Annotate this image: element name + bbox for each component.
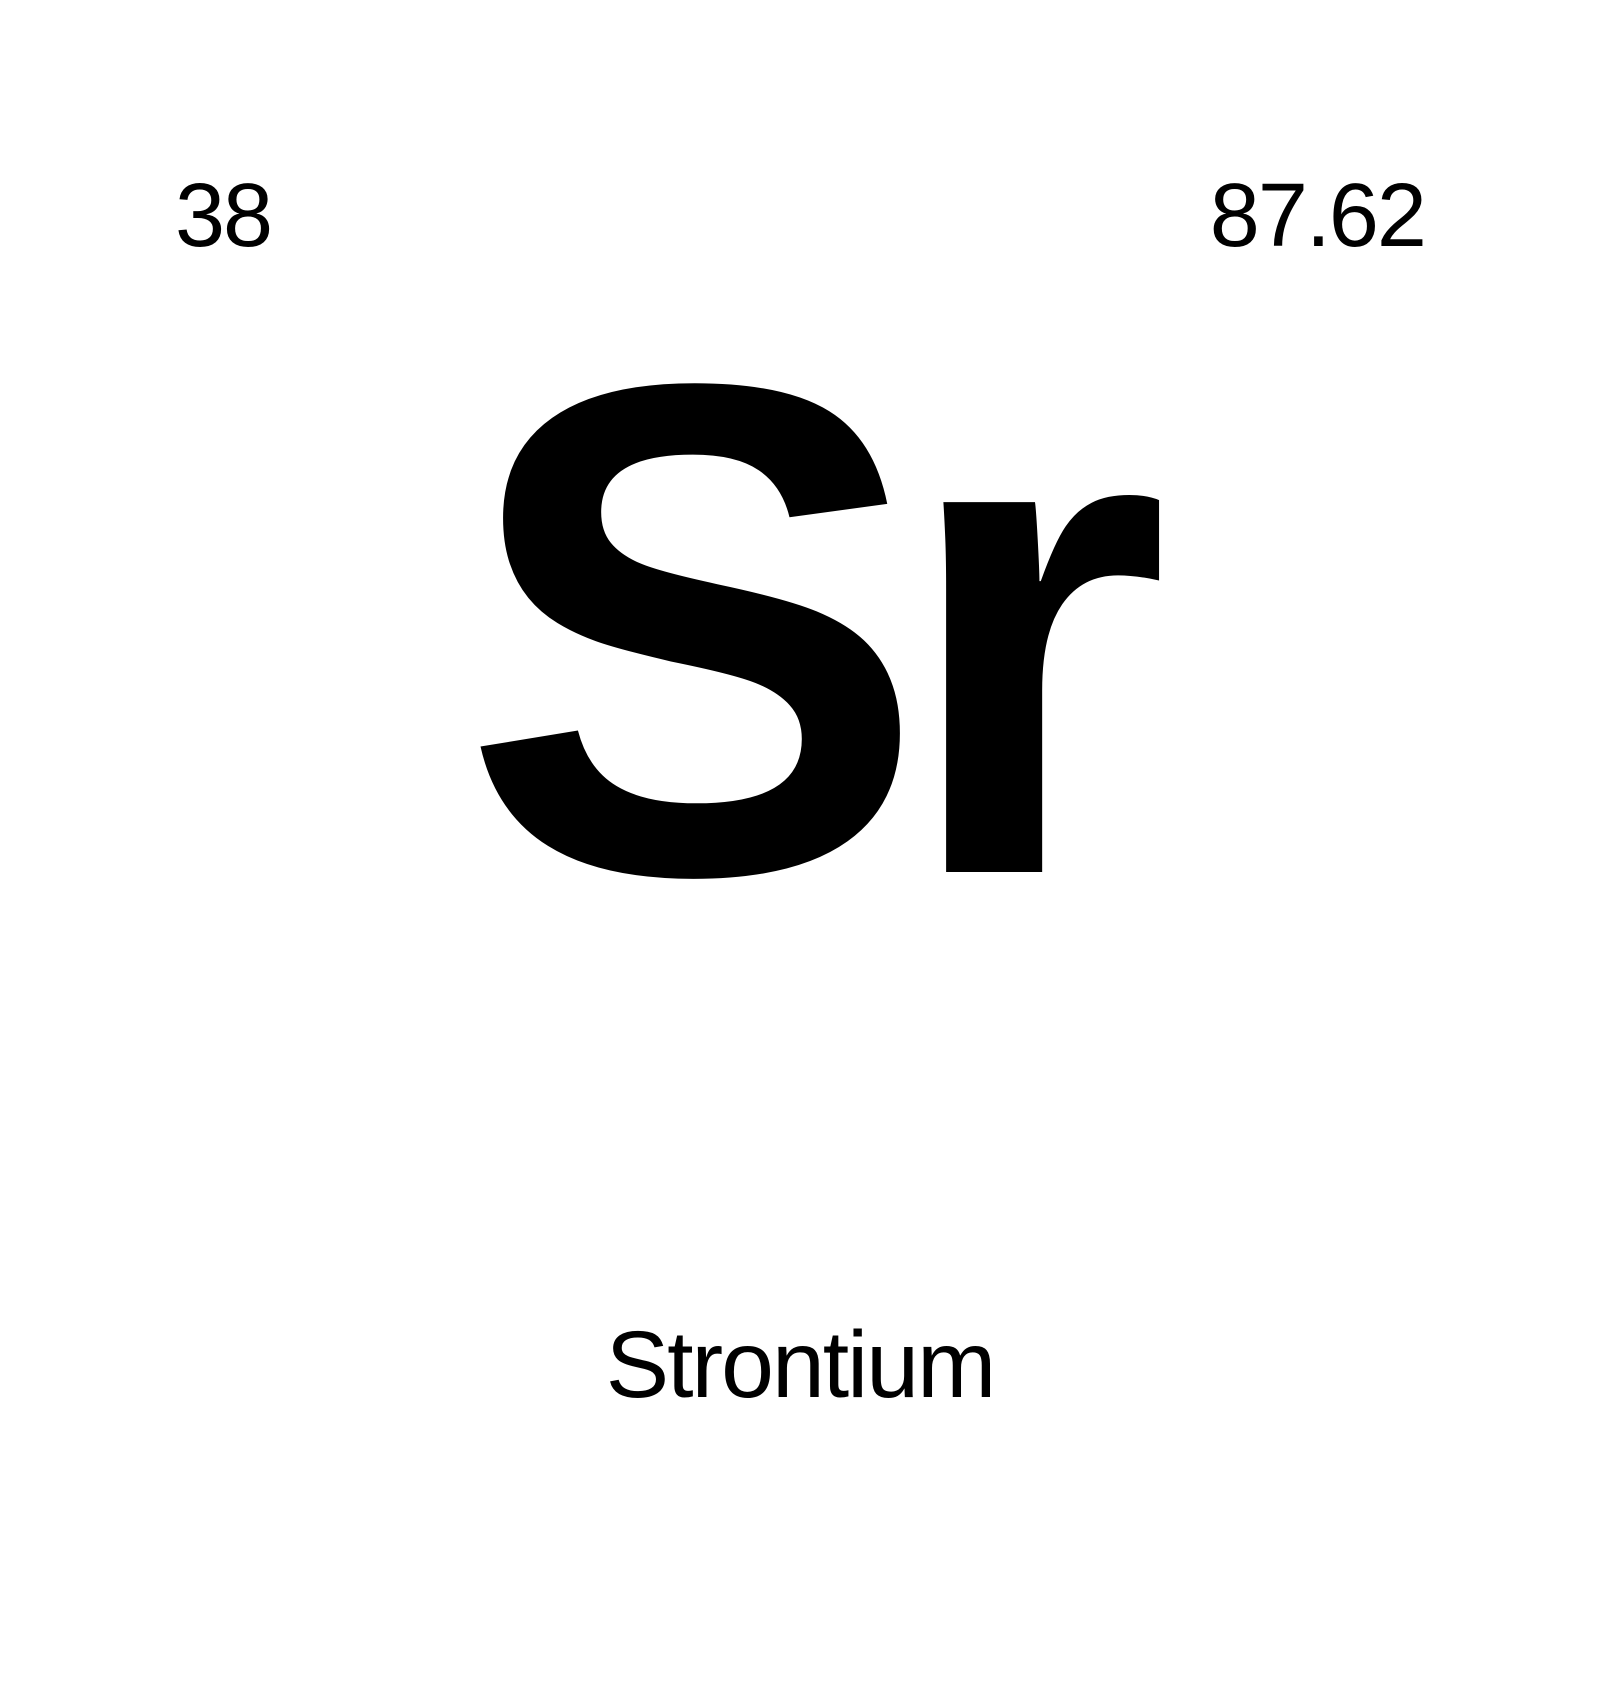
atomic-mass-label: 87.62 bbox=[1210, 165, 1425, 268]
element-symbol: Sr bbox=[460, 280, 1139, 980]
periodic-element-card: 38 87.62 Sr Strontium bbox=[0, 0, 1600, 1690]
element-name-label: Strontium bbox=[606, 1311, 995, 1420]
atomic-number-label: 38 bbox=[175, 165, 271, 268]
